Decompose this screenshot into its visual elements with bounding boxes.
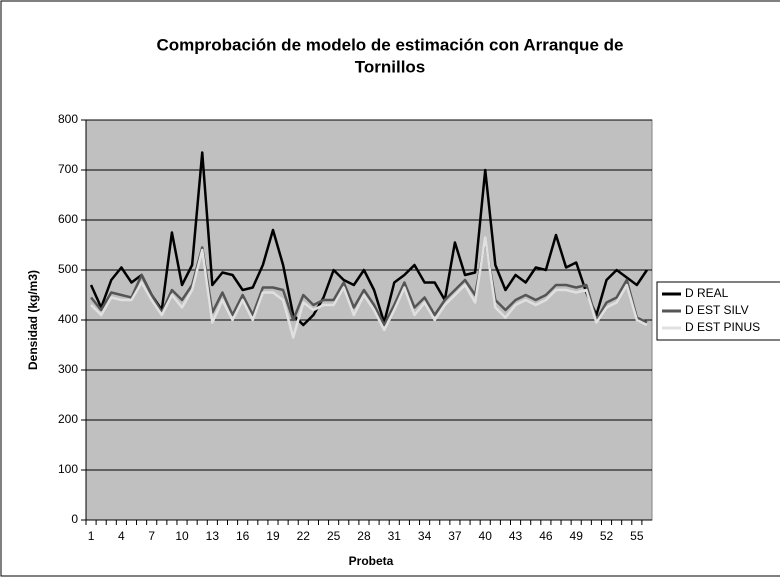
legend-label: D REAL bbox=[685, 286, 729, 300]
y-tick-label: 500 bbox=[58, 262, 78, 276]
series-line bbox=[89, 151, 648, 327]
x-tick-label: 13 bbox=[206, 529, 220, 543]
x-tick-label: 31 bbox=[388, 529, 402, 543]
series-line bbox=[90, 236, 648, 339]
x-axis-title: Probeta bbox=[349, 554, 394, 568]
chart-title: Comprobación de modelo de estimación con… bbox=[157, 35, 624, 54]
y-tick-label: 100 bbox=[58, 462, 78, 476]
chart-title: Tornillos bbox=[355, 57, 426, 76]
x-tick-label: 1 bbox=[88, 529, 95, 543]
x-tick-label: 25 bbox=[327, 529, 341, 543]
y-tick-label: 0 bbox=[71, 512, 78, 526]
x-tick-label: 19 bbox=[266, 529, 280, 543]
series-line bbox=[90, 238, 648, 327]
legend-label: D EST SILV bbox=[685, 303, 749, 317]
y-tick-label: 600 bbox=[58, 212, 78, 226]
y-tick-label: 700 bbox=[58, 162, 78, 176]
x-tick-label: 49 bbox=[570, 529, 584, 543]
x-tick-label: 40 bbox=[479, 529, 493, 543]
x-tick-label: 4 bbox=[118, 529, 125, 543]
x-tick-label: 22 bbox=[297, 529, 311, 543]
x-tick-label: 16 bbox=[236, 529, 250, 543]
legend-label: D EST PINUS bbox=[685, 320, 760, 334]
x-tick-label: 28 bbox=[357, 529, 371, 543]
x-tick-label: 55 bbox=[630, 529, 644, 543]
y-tick-label: 300 bbox=[58, 362, 78, 376]
y-axis-title: Densidad (kg/m3) bbox=[26, 270, 40, 370]
x-tick-label: 37 bbox=[448, 529, 462, 543]
x-tick-label: 43 bbox=[509, 529, 523, 543]
x-tick-label: 34 bbox=[418, 529, 432, 543]
x-tick-label: 7 bbox=[148, 529, 155, 543]
x-tick-label: 46 bbox=[539, 529, 553, 543]
x-tick-label: 10 bbox=[175, 529, 189, 543]
y-tick-label: 800 bbox=[58, 112, 78, 126]
y-tick-label: 200 bbox=[58, 412, 78, 426]
x-tick-label: 52 bbox=[600, 529, 614, 543]
y-tick-label: 400 bbox=[58, 312, 78, 326]
